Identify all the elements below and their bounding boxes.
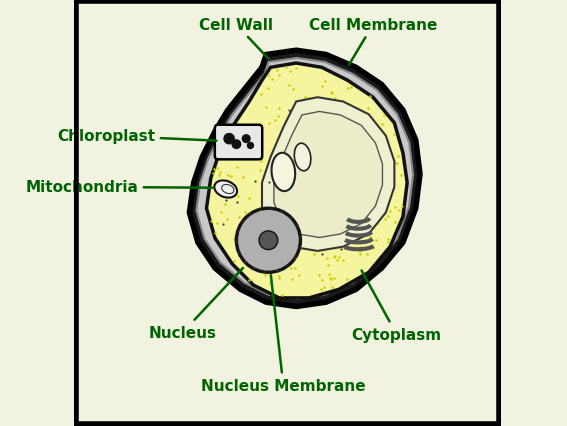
Circle shape — [224, 134, 234, 144]
Circle shape — [259, 231, 278, 250]
Circle shape — [232, 141, 240, 149]
Polygon shape — [274, 112, 383, 238]
Ellipse shape — [272, 153, 295, 192]
Ellipse shape — [214, 181, 237, 198]
Text: Nucleus: Nucleus — [149, 268, 243, 340]
Polygon shape — [196, 59, 413, 299]
Polygon shape — [206, 64, 407, 298]
Ellipse shape — [294, 144, 311, 171]
Circle shape — [247, 143, 253, 149]
Text: Mitochondria: Mitochondria — [26, 180, 212, 195]
Circle shape — [236, 209, 301, 273]
Text: Nucleus Membrane: Nucleus Membrane — [201, 275, 366, 393]
Polygon shape — [262, 98, 395, 251]
FancyBboxPatch shape — [215, 125, 262, 160]
Circle shape — [242, 135, 250, 143]
Text: Cell Membrane: Cell Membrane — [309, 18, 437, 66]
Polygon shape — [189, 51, 420, 307]
Text: Cytoplasm: Cytoplasm — [352, 271, 442, 342]
Text: Cell Wall: Cell Wall — [200, 18, 273, 60]
Text: Chloroplast: Chloroplast — [57, 129, 217, 144]
